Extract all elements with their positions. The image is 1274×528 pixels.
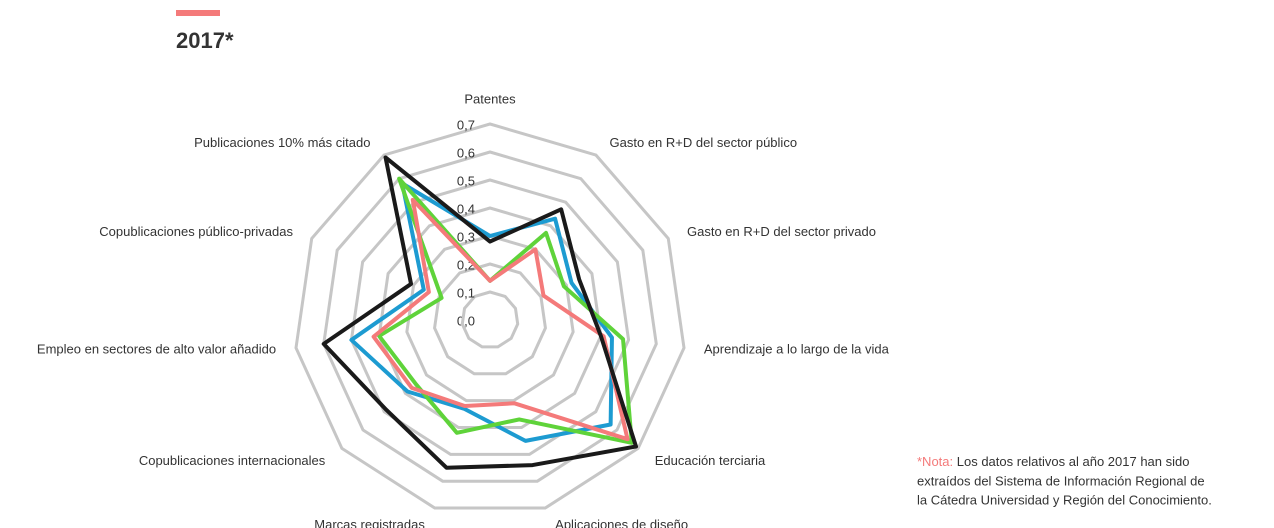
axis-label: Educación terciaria xyxy=(655,453,766,468)
grid-ring xyxy=(405,234,575,403)
r-tick-label: 0,0 xyxy=(457,313,475,328)
axis-label: Copublicaciones público-privadas xyxy=(99,224,293,239)
r-tick-label: 0,6 xyxy=(457,145,475,160)
axis-label: Gasto en R+D del sector privado xyxy=(687,224,876,239)
note: *Nota: Los datos relativos al año 2017 h… xyxy=(917,454,1189,469)
axis-label: Publicaciones 10% más citado xyxy=(194,135,370,150)
r-tick-label: 0,1 xyxy=(457,285,475,300)
grid-ring xyxy=(460,290,520,349)
grid-ring xyxy=(322,150,658,483)
r-tick-label: 0,4 xyxy=(457,201,475,216)
r-tick-label: 0,7 xyxy=(457,117,475,132)
note-prefix: *Nota: xyxy=(917,454,953,469)
axis-label: Gasto en R+D del sector público xyxy=(610,135,798,150)
grid-ring xyxy=(294,122,686,510)
r-tick-label: 0,3 xyxy=(457,229,475,244)
series-line xyxy=(321,155,639,470)
title-bar xyxy=(176,10,220,16)
grid-ring xyxy=(433,262,547,376)
series-line xyxy=(371,197,630,442)
axis-label: Patentes xyxy=(464,91,516,106)
series-line xyxy=(377,176,634,445)
chart-title: 2017* xyxy=(176,28,234,53)
axis-label: Aplicaciones de diseño xyxy=(555,517,688,528)
note-line: la Cátedra Universidad y Región del Cono… xyxy=(917,492,1212,507)
r-tick-label: 0,5 xyxy=(457,173,475,188)
note-line: Los datos relativos al año 2017 han sido xyxy=(953,454,1189,469)
note-line: extraídos del Sistema de Información Reg… xyxy=(917,473,1205,488)
series-line xyxy=(349,181,614,443)
axis-label: Aprendizaje a lo largo de la vida xyxy=(704,341,890,356)
grid-ring xyxy=(349,178,631,456)
axis-label: Empleo en sectores de alto valor añadido xyxy=(37,341,276,356)
axis-label: Copublicaciones internacionales xyxy=(139,453,326,468)
axis-label: Marcas registradas xyxy=(314,517,425,528)
